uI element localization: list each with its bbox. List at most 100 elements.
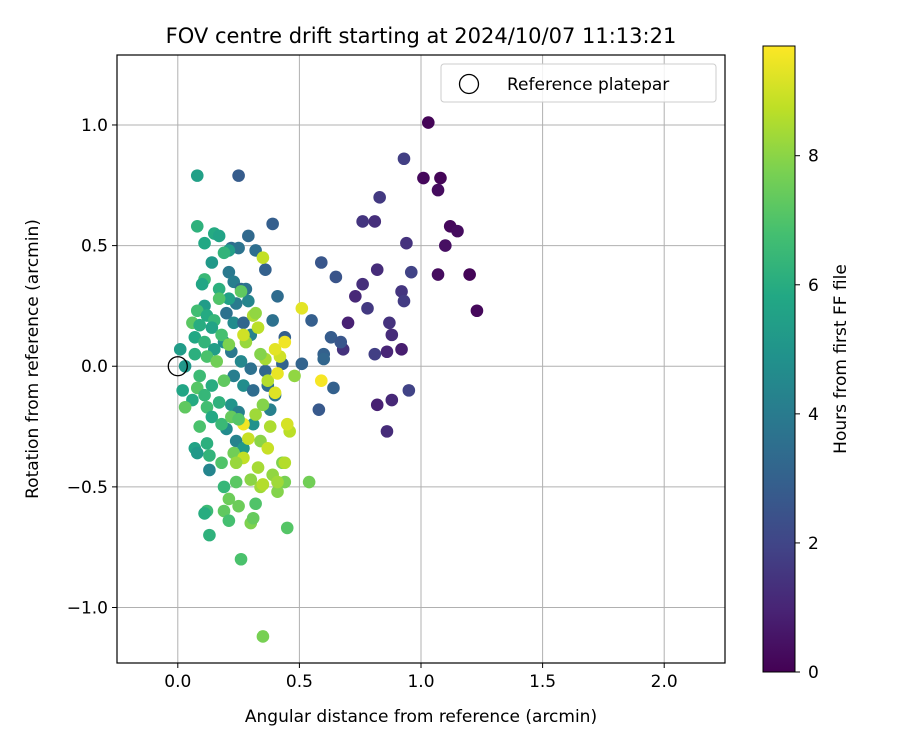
legend: Reference platepar [440,63,717,103]
data-point [295,302,309,315]
data-point [349,289,362,303]
data-point [259,263,272,277]
data-point [198,236,211,250]
data-point [193,318,206,332]
data-point [256,398,270,412]
x-tick-label: 2.0 [651,672,678,692]
data-point [246,417,260,431]
data-point [229,475,243,489]
data-point [203,528,216,542]
legend-reference-marker [458,73,480,95]
data-point [237,328,250,342]
data-point [295,357,309,371]
data-point [234,355,248,368]
data-point [173,343,187,356]
data-point [244,473,258,486]
colorbar-gradient [762,45,796,673]
data-point [249,408,262,421]
data-point [198,335,211,349]
data-point [256,630,270,643]
data-point [176,384,189,397]
data-point [266,217,279,231]
data-point [368,215,382,228]
x-tick-label: 0.5 [286,672,313,692]
data-point [246,384,260,397]
data-point [190,220,204,233]
data-point [190,446,204,460]
data-point [271,367,284,380]
data-point [395,285,408,298]
data-point [368,347,382,361]
y-tick-label: −1.0 [67,599,108,619]
data-point [431,268,445,281]
data-point [222,492,236,506]
data-point [220,306,233,320]
data-point [249,497,262,511]
data-point [227,369,241,383]
data-point [317,352,331,366]
data-point [361,302,374,315]
data-point [193,420,206,433]
y-tick-label: 0.5 [81,237,108,257]
legend-box [440,63,717,103]
data-point [312,403,326,416]
data-point [288,369,301,383]
data-point [261,441,275,455]
colorbar-tick-label: 8 [808,147,819,167]
data-point [341,316,355,330]
data-point [324,330,338,344]
data-point [205,410,219,424]
y-tick-label: 1.0 [81,116,108,136]
data-point [380,425,394,438]
data-point [246,511,260,525]
data-point [198,388,211,402]
data-point [212,282,226,296]
data-point [237,316,250,330]
data-point [251,461,265,474]
data-point [470,304,484,318]
data-point [217,480,231,494]
data-point [212,229,226,243]
axis-ticks: 0.0 0.5 1.0 1.5 2.0 −1.0 −0.5 0.0 0.5 1.0 [67,116,678,692]
data-point [402,384,416,397]
legend-entry-reference: Reference platepar [507,75,669,95]
y-axis-label: Rotation from reference (arcmin) [23,219,43,499]
data-point [200,437,214,450]
data-point [234,285,248,298]
data-point [222,338,236,351]
data-point [302,475,316,489]
data-point [314,374,328,388]
data-point [222,265,236,279]
data-point [217,374,231,388]
data-point [215,328,228,342]
reference-marker-group [167,356,188,377]
scatter-points [173,116,484,643]
data-point [232,499,245,513]
data-point [268,343,282,356]
x-tick-label: 1.5 [529,672,556,692]
data-point [222,292,236,305]
data-point [190,304,204,318]
data-point [268,386,282,400]
data-point [205,321,219,334]
colorbar-ticks: 0 2 4 6 8 [795,147,819,683]
data-point [463,268,476,281]
data-point [200,400,214,414]
data-point [198,507,211,520]
colorbar: 0 2 4 6 8 Hours from first FF file [762,45,851,683]
data-point [305,314,318,327]
x-axis-label: Angular distance from reference (arcmin) [245,707,597,727]
data-point [263,420,277,433]
data-point [417,171,430,185]
data-point [356,277,369,291]
data-point [195,277,209,291]
data-point [356,215,369,228]
data-point [266,314,279,327]
data-point [278,456,292,470]
data-point [395,343,408,356]
data-point [193,369,206,383]
data-point [215,456,228,470]
data-point [431,183,445,197]
data-point [188,347,202,361]
